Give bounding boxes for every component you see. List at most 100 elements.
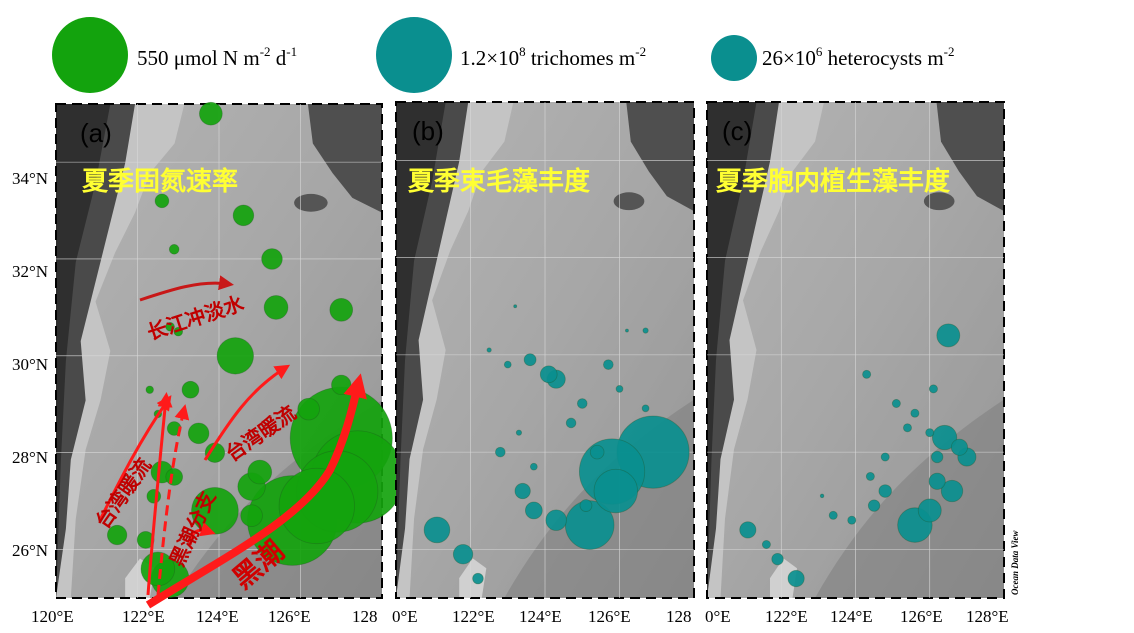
y-axis-label: 26°N — [12, 541, 48, 560]
station-bubble — [903, 423, 912, 433]
station-bubble — [187, 422, 210, 445]
station-bubble — [867, 499, 881, 512]
station-bubble — [819, 493, 825, 499]
station-bubble — [828, 510, 838, 520]
panel-b: (b) 夏季束毛藻丰度 — [395, 101, 695, 599]
station-bubble — [452, 544, 474, 565]
station-bubble — [515, 429, 522, 436]
station-bubble — [865, 471, 875, 481]
station-bubble — [917, 498, 942, 523]
station-bubble — [503, 360, 512, 369]
station-bubble — [593, 468, 638, 514]
x-axis-label: 0°E — [705, 607, 731, 626]
station-bubble — [925, 428, 935, 438]
station-bubble — [642, 327, 649, 334]
station-bubble — [862, 369, 872, 379]
station-bubble — [928, 384, 938, 394]
x-axis-label: 0°E — [392, 607, 418, 626]
station-bubble — [564, 500, 615, 550]
station-bubble — [165, 322, 175, 332]
x-axis-label: 124°E — [196, 607, 239, 626]
station-bubble — [297, 397, 320, 421]
station-bubble — [529, 462, 538, 471]
station-bubble — [486, 347, 492, 353]
station-bubble — [247, 459, 273, 485]
current-arrows — [98, 275, 367, 609]
y-axis-label: 30°N — [12, 355, 48, 374]
station-bubble — [936, 323, 961, 348]
y-axis-label: 34°N — [12, 169, 48, 188]
panel-c: (c) 夏季胞内植生藻丰度 Ocean Data View — [706, 101, 1020, 599]
station-bubble — [168, 244, 180, 255]
station-bubble — [940, 479, 964, 503]
panel-title: 夏季固氮速率 — [82, 166, 238, 197]
station-bubble — [216, 337, 254, 375]
station-bubble — [146, 489, 162, 504]
legend-symbol-heterocysts — [711, 35, 757, 81]
station-bubble — [513, 304, 518, 309]
station-bubble — [787, 570, 805, 588]
panel-a: (a) 夏季固氮速率 长江冲淡水 台湾暖流 台湾暖流 黑潮分支 黑潮 — [55, 101, 405, 609]
station-bubble — [579, 499, 593, 512]
station-bubble — [423, 516, 451, 544]
legend-symbol-trichomes — [376, 17, 452, 93]
x-axis-label: 126°E — [268, 607, 311, 626]
station-bubble — [495, 446, 506, 458]
station-bubble — [589, 444, 605, 460]
station-bubble — [524, 501, 543, 520]
station-bubble — [928, 472, 946, 490]
station-bubble — [154, 193, 170, 209]
station-bubble — [950, 438, 968, 456]
x-axis-label: 122°E — [765, 607, 808, 626]
x-axis-label: 126°E — [588, 607, 631, 626]
station-bubble — [603, 359, 614, 370]
station-bubble — [565, 417, 577, 429]
station-bubble — [106, 524, 128, 546]
station-bubble — [181, 380, 200, 399]
x-axis-label: 122°E — [452, 607, 495, 626]
panel-label: (a) — [80, 118, 112, 148]
legend-label-heterocysts: 26×106 heterocysts m-2 — [762, 44, 955, 70]
station-bubble — [641, 404, 650, 413]
x-axis-label: 124°E — [519, 607, 562, 626]
x-axis-label: 128°E — [966, 607, 1009, 626]
station-bubble — [472, 572, 484, 585]
panel-label: (b) — [412, 116, 444, 146]
station-bubble — [165, 468, 184, 486]
station-bubble — [615, 385, 624, 393]
x-axis-label: 128 — [352, 607, 378, 626]
station-bubble — [261, 248, 283, 270]
station-bubble — [145, 385, 154, 394]
station-bubble — [910, 408, 920, 418]
station-bubble — [523, 353, 537, 367]
station-bubble — [771, 552, 784, 566]
x-axis-label: 122°E — [122, 607, 165, 626]
station-bubble — [847, 515, 857, 525]
x-axis-label: 128 — [666, 607, 692, 626]
station-bubble — [576, 398, 588, 409]
station-bubble — [761, 540, 771, 549]
y-axis-label: 32°N — [12, 262, 48, 281]
x-axis-label: 120°E — [31, 607, 74, 626]
station-bubble — [878, 484, 892, 498]
station-bubble — [545, 509, 567, 531]
station-bubble — [514, 482, 531, 500]
station-bubble — [880, 452, 890, 462]
station-bubble — [931, 450, 944, 464]
legend-label-nfix: 550 μmol N m-2 d-1 — [137, 44, 297, 70]
station-bubble — [539, 365, 558, 384]
legend-symbol-nfix — [52, 17, 128, 93]
station-bubble — [331, 374, 352, 396]
legend-label-trichomes: 1.2×108 trichomes m-2 — [460, 44, 646, 70]
station-bubble — [625, 328, 629, 333]
station-bubble — [931, 424, 958, 451]
station-bubble — [263, 295, 289, 320]
panel-label: (c) — [722, 116, 752, 146]
station-bubble — [136, 531, 155, 549]
y-axis-label: 28°N — [12, 448, 48, 467]
station-bubble — [739, 521, 757, 539]
panel-title: 夏季束毛藻丰度 — [408, 166, 590, 197]
station-bubble — [199, 101, 223, 126]
station-bubble — [329, 298, 354, 322]
